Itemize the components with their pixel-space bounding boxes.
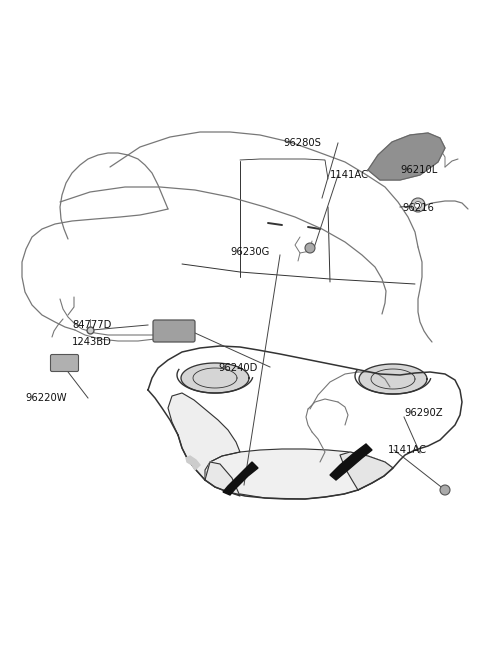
- Circle shape: [305, 243, 315, 253]
- Text: 96240D: 96240D: [218, 363, 257, 373]
- Polygon shape: [205, 449, 393, 499]
- Text: 84777D: 84777D: [72, 320, 111, 330]
- Polygon shape: [181, 363, 249, 393]
- Polygon shape: [168, 393, 240, 480]
- Polygon shape: [368, 133, 445, 180]
- Text: 96280S: 96280S: [283, 138, 321, 148]
- Text: 96210L: 96210L: [400, 165, 437, 175]
- Text: 96230G: 96230G: [230, 247, 269, 257]
- Text: 1243BD: 1243BD: [72, 337, 112, 347]
- Polygon shape: [205, 462, 240, 496]
- Polygon shape: [330, 444, 372, 480]
- Polygon shape: [186, 456, 200, 470]
- Text: 1141AC: 1141AC: [330, 170, 369, 180]
- FancyBboxPatch shape: [50, 355, 79, 371]
- Circle shape: [415, 202, 421, 208]
- Circle shape: [440, 485, 450, 495]
- Polygon shape: [359, 364, 427, 394]
- Text: 96216: 96216: [402, 203, 434, 213]
- Polygon shape: [223, 462, 258, 495]
- Circle shape: [411, 198, 425, 212]
- Text: 96220W: 96220W: [25, 393, 67, 403]
- FancyBboxPatch shape: [153, 320, 195, 342]
- Text: 1141AC: 1141AC: [388, 445, 427, 455]
- Polygon shape: [340, 452, 393, 490]
- Text: 96290Z: 96290Z: [404, 408, 443, 418]
